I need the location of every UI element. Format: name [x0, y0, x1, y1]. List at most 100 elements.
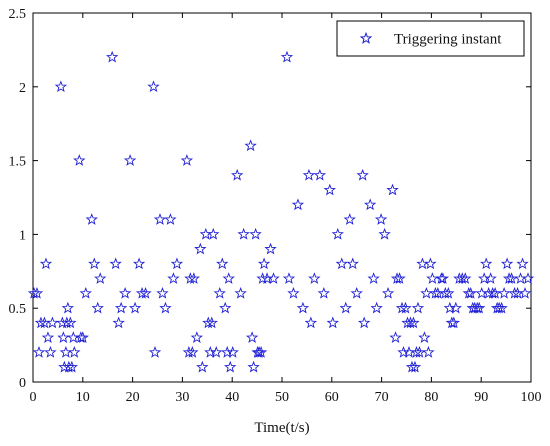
y-tick-label: 1 [19, 228, 26, 243]
data-point [464, 286, 477, 299]
y-tick-label: 1.5 [9, 155, 27, 170]
data-point [109, 257, 122, 270]
data-point [170, 257, 184, 270]
data-point [313, 168, 326, 181]
data-point [456, 272, 469, 284]
data-point [221, 346, 234, 358]
data-point [118, 286, 132, 299]
data-point [484, 272, 497, 284]
data-point [112, 316, 125, 329]
data-point [39, 257, 53, 270]
data-point [254, 346, 268, 358]
data-point [280, 50, 294, 63]
data-point [30, 286, 44, 299]
data-point [46, 316, 59, 329]
data-point [94, 272, 107, 284]
data-point [128, 301, 142, 314]
data-points [27, 50, 535, 373]
data-point [267, 272, 280, 284]
data-point [304, 316, 318, 329]
data-point [237, 227, 250, 240]
data-point [370, 301, 383, 314]
data-point [164, 213, 177, 225]
data-point [205, 316, 218, 329]
data-point [156, 286, 169, 299]
data-point [374, 213, 388, 225]
data-point [356, 168, 369, 181]
data-point [405, 360, 419, 373]
legend: Triggering instant [336, 20, 525, 57]
data-point [331, 227, 344, 240]
data-point [508, 286, 521, 299]
data-point [424, 257, 437, 270]
data-point [184, 272, 197, 284]
data-point [378, 227, 391, 240]
data-point [106, 50, 119, 63]
data-point [418, 331, 431, 343]
data-point [159, 301, 172, 314]
data-point [459, 272, 472, 284]
data-point [187, 272, 201, 284]
data-point [249, 227, 262, 240]
x-tick-label: 50 [275, 390, 289, 405]
data-point [245, 331, 259, 343]
x-tick-label: 10 [76, 390, 90, 405]
data-point [404, 316, 417, 329]
data-point [44, 346, 57, 358]
data-point [447, 316, 460, 329]
data-point [308, 272, 321, 284]
data-point [346, 257, 359, 270]
data-point [207, 227, 220, 240]
data-point [180, 154, 194, 166]
data-point [153, 213, 167, 225]
y-tick-label: 2 [19, 81, 26, 96]
data-point [85, 213, 98, 225]
data-point [495, 301, 508, 314]
y-axis: 0 0.5 1 1.5 2 2.5 [9, 7, 531, 391]
data-point [291, 198, 305, 211]
data-point [135, 286, 149, 299]
x-axis: 0 10 20 30 40 50 60 70 80 90 100 [30, 13, 542, 405]
x-axis-label: Time(t/s) [254, 420, 309, 436]
data-point [518, 286, 532, 299]
data-point [411, 301, 425, 314]
data-point [516, 257, 529, 270]
x-tick-label: 40 [225, 390, 239, 405]
data-point [302, 168, 316, 181]
data-point [196, 360, 209, 373]
data-point [139, 286, 152, 299]
data-point [264, 242, 277, 255]
data-point [367, 272, 380, 284]
legend-star-icon [359, 31, 373, 44]
data-point [194, 242, 207, 255]
data-point [148, 346, 162, 358]
data-point [147, 80, 160, 93]
y-tick-label: 2.5 [9, 7, 27, 22]
data-point [358, 316, 371, 329]
data-point [73, 154, 86, 166]
data-point [226, 346, 239, 358]
data-point [350, 286, 363, 299]
data-point [420, 286, 433, 299]
x-tick-label: 90 [474, 390, 488, 405]
data-point [57, 331, 70, 343]
data-point [521, 272, 535, 284]
data-point [68, 346, 81, 358]
data-point [410, 346, 423, 358]
data-point [62, 360, 76, 373]
data-point [500, 257, 514, 270]
data-point [335, 257, 348, 270]
data-point [61, 301, 75, 314]
x-tick-label: 0 [30, 390, 37, 405]
data-point [88, 257, 101, 270]
data-point [395, 301, 409, 314]
data-point [287, 286, 300, 299]
data-point [439, 286, 452, 299]
x-tick-label: 30 [175, 390, 189, 405]
data-point [167, 272, 180, 284]
data-point [339, 301, 352, 314]
data-point [449, 301, 462, 314]
y-tick-label: 0.5 [9, 302, 27, 317]
data-point [190, 331, 204, 343]
data-point [123, 154, 137, 166]
